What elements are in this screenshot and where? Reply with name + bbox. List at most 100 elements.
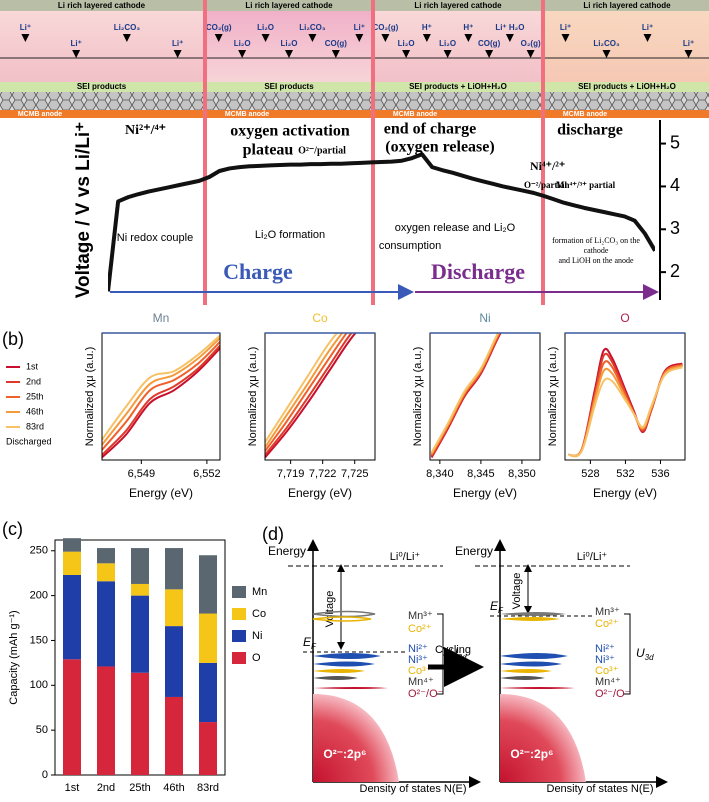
y-tick-label: 250 <box>30 545 48 557</box>
y-axis-label: Normalized χμ (a.u.) <box>547 347 559 447</box>
y-tick-label: 100 <box>30 679 48 691</box>
level-label: Ni²⁺ <box>595 643 615 655</box>
dos-lobe <box>313 661 375 667</box>
species-label: Li₂O <box>398 39 415 48</box>
dos-lobe <box>500 653 568 659</box>
legend-label: 25th <box>26 391 44 401</box>
electrolyte <box>207 10 371 82</box>
spectrum-line <box>265 333 357 459</box>
x-tick-label: 6,549 <box>128 468 156 480</box>
cathode-label: Li rich layered cathode <box>583 1 671 10</box>
axis-label: Energy <box>455 544 493 558</box>
annotation: Mn⁴⁺/³⁺ partial <box>556 180 616 190</box>
level-label: O²⁻/O⁻ <box>408 688 444 700</box>
voltage-label: Voltage <box>511 573 523 610</box>
annotation: cathode <box>584 246 609 255</box>
annotation: O²⁻/partial <box>298 145 346 156</box>
anode-graphite <box>375 92 541 110</box>
legend-swatch <box>232 630 246 642</box>
species-label: Li⁺ <box>642 23 653 32</box>
species-label: CO₂(g) <box>372 23 398 32</box>
voltage-label: Voltage <box>324 591 336 628</box>
plot-frame <box>429 332 541 461</box>
y-axis-label: Normalized χμ (a.u.) <box>412 347 424 447</box>
anode-label: MCMB anode <box>393 111 437 118</box>
o2p-band <box>313 694 399 782</box>
x-tick-label: 7,725 <box>341 468 369 480</box>
y-axis-label: Normalized χμ (a.u.) <box>84 347 96 447</box>
dos-lobe <box>500 612 566 616</box>
spectrum-line <box>265 333 353 456</box>
fermi-symbol: E <box>490 599 499 613</box>
bar-segment <box>63 538 81 552</box>
x-tick-label: 8,340 <box>426 468 454 480</box>
u-symbol: U <box>636 646 645 660</box>
bar-segment <box>199 555 217 614</box>
level-label: Co³⁺ <box>595 665 619 677</box>
bar-segment <box>199 662 217 723</box>
legend-note: Discharged <box>6 436 52 446</box>
species-label: CO₂(g) <box>206 23 232 32</box>
bar-segment <box>63 574 81 660</box>
species-label: Li⁺ <box>560 23 571 32</box>
bar-segment <box>165 589 183 627</box>
x-tick-label: 8,345 <box>467 468 495 480</box>
sei <box>545 82 709 92</box>
species-label: CO(g) <box>478 39 501 48</box>
species-label: O₂(g) <box>521 39 541 48</box>
spectrum-line <box>265 333 344 448</box>
cathode-label: Li rich layered cathode <box>58 1 146 10</box>
sei <box>0 82 203 92</box>
sei-label: SEI products + LiOH+H₂O <box>409 82 507 91</box>
anode <box>207 110 371 118</box>
sei-label: SEI products + LiOH+H₂O <box>578 82 676 91</box>
species-label: Li⁺ <box>683 39 694 48</box>
bar-segment <box>165 626 183 697</box>
species-label: H⁺ <box>422 23 432 32</box>
x-tick-label: 8,350 <box>508 468 536 480</box>
cathode <box>207 0 371 11</box>
annotation: Li₂O formation <box>255 229 325 241</box>
cycling-label: Cycling <box>435 644 471 656</box>
legend-swatch <box>232 586 246 598</box>
x-tick-label: 6,552 <box>193 468 221 480</box>
stage-separator <box>541 0 545 305</box>
y-tick-label: 150 <box>30 634 48 646</box>
species-label: Li⁺ <box>172 39 183 48</box>
chart-title: O <box>620 311 629 325</box>
cathode <box>545 0 709 11</box>
annotation: and LiOH on the anode <box>558 256 634 265</box>
bar-segment <box>131 595 149 673</box>
dos-lobe <box>313 669 365 673</box>
species-label: Li⁺ <box>20 23 31 32</box>
x-axis-label: Energy (eV) <box>593 486 657 500</box>
legend-swatch <box>232 608 246 620</box>
x-tick-label: 2nd <box>97 782 115 794</box>
band-label: O²⁻:2p⁶ <box>510 747 553 761</box>
cathode <box>375 0 541 11</box>
legend-label: 46th <box>26 406 44 416</box>
anode-graphite <box>207 92 371 110</box>
chart-title: Co <box>312 311 328 325</box>
x-tick-label: 25th <box>129 782 150 794</box>
y-axis-label: Voltage / V vs Li/Li⁺ <box>73 122 94 299</box>
anode-label: MCMB anode <box>563 111 607 118</box>
species-label: Li⁺ <box>354 23 365 32</box>
spectrum-line <box>102 347 220 459</box>
axis-label: Energy <box>268 544 306 558</box>
anode-label: MCMB anode <box>18 111 62 118</box>
chart-title: Mn <box>153 311 170 325</box>
species-label: Li₂CO₃ <box>114 23 141 32</box>
bar-segment <box>131 548 149 584</box>
fermi-label: EF <box>303 635 317 651</box>
species-label: Li⁺ H₂O <box>495 23 524 32</box>
bar-segment <box>97 563 115 582</box>
legend-label: Mn <box>252 586 267 598</box>
dos-lobe <box>312 616 372 622</box>
spectrum-line <box>102 341 220 451</box>
level-label: Ni³⁺ <box>595 654 615 666</box>
dos-lobe <box>313 687 388 689</box>
axis-label: Density of states N(E) <box>360 783 467 795</box>
bar-segment <box>131 583 149 596</box>
